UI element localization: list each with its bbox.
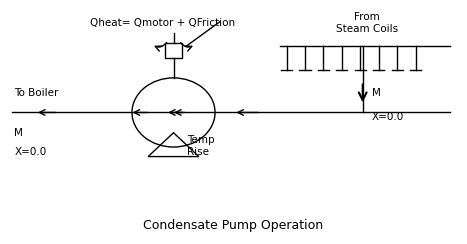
Text: Temp
Rise: Temp Rise xyxy=(187,135,215,157)
Text: To Boiler: To Boiler xyxy=(14,88,59,98)
Text: M: M xyxy=(372,88,381,98)
Text: Condensate Pump Operation: Condensate Pump Operation xyxy=(143,219,324,232)
Text: Qheat= Qmotor + QFriction: Qheat= Qmotor + QFriction xyxy=(91,18,235,28)
Bar xyxy=(165,43,182,58)
Text: X=0.0: X=0.0 xyxy=(372,112,404,122)
Text: M: M xyxy=(14,128,23,138)
Text: X=0.0: X=0.0 xyxy=(14,147,47,157)
Text: From
Steam Coils: From Steam Coils xyxy=(336,12,398,34)
